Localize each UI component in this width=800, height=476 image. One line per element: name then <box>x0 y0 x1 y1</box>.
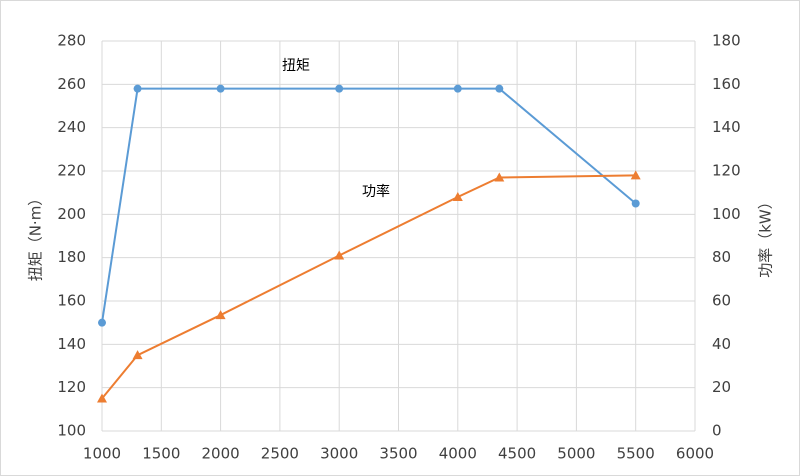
x-tick-label: 3500 <box>379 445 417 463</box>
point-marker <box>334 250 345 260</box>
y-tick-label: 280 <box>57 32 86 50</box>
point-marker <box>495 84 504 93</box>
y2-tick-label: 180 <box>712 32 741 50</box>
x-tick-label: 2500 <box>261 445 299 463</box>
point-marker <box>453 84 462 93</box>
y2-tick-label: 160 <box>712 75 741 93</box>
y2-tick-label: 0 <box>712 422 722 440</box>
y-tick-label: 200 <box>57 205 86 223</box>
point-marker <box>215 310 226 320</box>
y2-tick-label: 140 <box>712 118 741 136</box>
point-marker <box>452 192 463 201</box>
y-tick-label: 100 <box>57 422 86 440</box>
annotation: 功率 <box>362 183 390 200</box>
y-tick-label: 240 <box>57 118 86 136</box>
x-tick-label: 4000 <box>439 445 477 463</box>
y2-tick-label: 80 <box>712 248 731 266</box>
x-tick-label: 2000 <box>202 445 240 463</box>
y-tick-label: 260 <box>57 75 86 93</box>
point-marker <box>216 84 225 93</box>
point-marker <box>133 84 142 93</box>
x-tick-label: 6000 <box>676 445 714 463</box>
y2-tick-label: 60 <box>712 292 731 310</box>
y-tick-label: 160 <box>57 292 86 310</box>
x-tick-label: 5500 <box>617 445 655 463</box>
x-tick-label: 4500 <box>498 445 536 463</box>
x-tick-label: 3000 <box>320 445 358 463</box>
point-marker <box>630 170 641 180</box>
x-tick-label: 1000 <box>83 445 121 463</box>
point-marker <box>631 199 640 208</box>
point-marker <box>132 350 143 360</box>
y-tick-label: 220 <box>57 162 86 180</box>
point-marker <box>494 172 505 182</box>
point-marker <box>98 318 106 327</box>
x-tick-label: 1500 <box>142 445 180 463</box>
y-tick-label: 140 <box>57 335 86 353</box>
y2-tick-label: 120 <box>712 162 741 180</box>
y-tick-label: 120 <box>57 378 86 396</box>
y-axis-label: 扭矩（N·m） <box>27 191 45 282</box>
point-marker <box>97 393 107 403</box>
x-tick-label: 5000 <box>557 445 595 463</box>
annotation: 扭矩 <box>282 58 310 74</box>
y2-axis-label: 功率（kW） <box>757 194 775 278</box>
y2-tick-label: 20 <box>712 378 731 396</box>
point-marker <box>335 84 344 93</box>
y2-tick-label: 100 <box>712 205 741 223</box>
y2-tick-label: 40 <box>712 335 731 353</box>
y-tick-label: 180 <box>57 248 86 266</box>
